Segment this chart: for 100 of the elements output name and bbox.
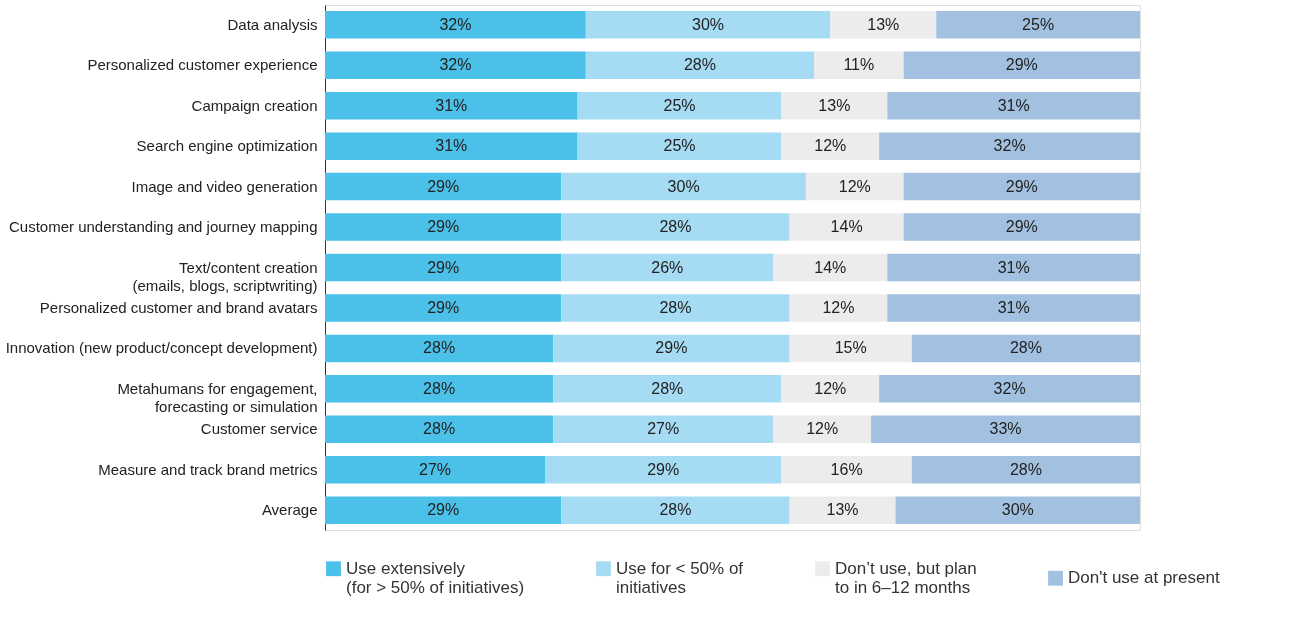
bar xyxy=(325,132,578,160)
data-label: 13% xyxy=(826,501,859,519)
bar xyxy=(325,455,546,484)
bar xyxy=(561,172,806,201)
data-label: 28% xyxy=(659,218,692,236)
bar xyxy=(585,11,831,39)
bar xyxy=(871,415,1140,444)
data-label: 28% xyxy=(423,420,456,438)
y-tick-label: Personalized customer experience xyxy=(87,56,318,74)
bar xyxy=(903,51,1140,80)
data-label: 30% xyxy=(1001,501,1034,519)
bar xyxy=(805,172,904,201)
data-label: 12% xyxy=(838,177,871,195)
data-label: 28% xyxy=(423,339,456,357)
bar xyxy=(325,496,562,524)
data-label: 13% xyxy=(818,96,851,114)
y-tick-label: Customer understanding and journey mapping xyxy=(8,218,318,236)
data-label: 28% xyxy=(1009,460,1042,478)
bar xyxy=(325,11,586,39)
y-tick-label: Data analysis xyxy=(227,15,318,33)
bar xyxy=(879,132,1140,160)
bar xyxy=(325,91,578,120)
data-label: 28% xyxy=(1009,339,1042,357)
data-label: 25% xyxy=(663,137,696,155)
data-label: 29% xyxy=(655,339,688,357)
data-label: 14% xyxy=(830,218,863,236)
data-label: 25% xyxy=(663,96,696,114)
bar xyxy=(553,334,790,363)
data-label: 27% xyxy=(647,420,680,438)
bar xyxy=(325,415,554,444)
legend-label: Don’t use, but plan to in 6–12 months xyxy=(835,558,977,597)
data-label: 29% xyxy=(647,460,680,478)
data-label: 26% xyxy=(651,258,684,276)
data-label: 29% xyxy=(427,298,460,316)
data-label: 29% xyxy=(427,258,460,276)
data-label: 12% xyxy=(814,379,847,397)
bar xyxy=(773,415,872,444)
legend-label: Use for < 50% of initiatives xyxy=(616,558,744,597)
data-label: 28% xyxy=(683,56,716,74)
bar xyxy=(325,213,562,241)
bar xyxy=(325,172,562,201)
legend-label: Don't use at present xyxy=(1068,568,1220,588)
bar xyxy=(781,91,888,120)
bar xyxy=(879,375,1140,403)
bar xyxy=(561,294,790,322)
bar xyxy=(903,213,1140,241)
data-label: 15% xyxy=(834,339,867,357)
bar xyxy=(887,294,1140,322)
y-tick-label: Image and video generation xyxy=(131,177,318,195)
bar xyxy=(887,253,1140,282)
data-label: 11% xyxy=(843,56,875,74)
bar xyxy=(789,294,888,322)
data-label: 12% xyxy=(822,298,855,316)
data-label: 13% xyxy=(867,15,900,33)
bar xyxy=(895,496,1140,524)
y-tick-label: Metahumans for engagement, forecasting or simulation xyxy=(117,379,318,415)
data-label: 32% xyxy=(993,137,1026,155)
bar xyxy=(789,334,912,363)
bar xyxy=(561,213,790,241)
bar xyxy=(936,11,1140,39)
bar xyxy=(830,11,937,39)
data-label: 28% xyxy=(651,379,684,397)
bar xyxy=(577,132,782,160)
bar xyxy=(561,496,790,524)
bar xyxy=(553,415,774,444)
bar xyxy=(911,334,1140,363)
bar xyxy=(773,253,888,282)
y-tick-label: Search engine optimization xyxy=(136,137,318,155)
bar xyxy=(887,91,1140,120)
data-label: 30% xyxy=(667,177,700,195)
data-label: 31% xyxy=(435,137,468,155)
data-label: 32% xyxy=(439,56,472,74)
bar xyxy=(911,455,1140,484)
data-label: 27% xyxy=(419,460,452,478)
data-label: 32% xyxy=(439,15,472,33)
y-tick-label: Text/content creation (emails, blogs, scriptwriting) xyxy=(132,258,318,294)
data-label: 31% xyxy=(435,96,468,114)
data-label: 12% xyxy=(814,137,847,155)
data-label: 29% xyxy=(1005,177,1038,195)
data-label: 28% xyxy=(423,379,456,397)
data-label: 31% xyxy=(997,258,1030,276)
data-label: 29% xyxy=(427,177,460,195)
data-label: 16% xyxy=(830,460,863,478)
legend-label: Use extensively (for > 50% of initiatives) xyxy=(346,558,525,597)
data-label: 28% xyxy=(659,298,692,316)
data-label: 30% xyxy=(692,15,725,33)
data-label: 29% xyxy=(1005,218,1038,236)
bar xyxy=(577,91,782,120)
bar xyxy=(781,132,880,160)
data-label: 12% xyxy=(806,420,839,438)
y-tick-label: Personalized customer and brand avatars xyxy=(39,298,318,316)
y-tick-label: Campaign creation xyxy=(191,96,318,114)
bar xyxy=(325,294,562,322)
data-label: 25% xyxy=(1022,15,1055,33)
bar xyxy=(325,334,554,363)
data-label: 14% xyxy=(814,258,847,276)
y-tick-label: Measure and track brand metrics xyxy=(98,460,318,478)
bar xyxy=(553,375,782,403)
data-label: 29% xyxy=(427,501,460,519)
bar xyxy=(903,172,1140,201)
